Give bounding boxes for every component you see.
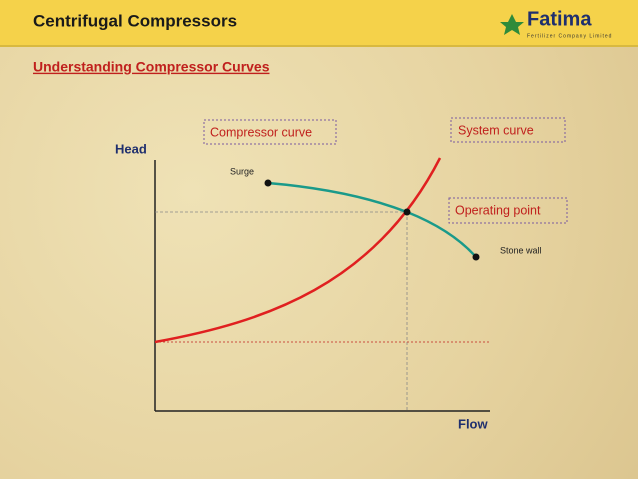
system-curve-label: System curve [458,123,534,137]
logo: Fatima Fertilizer Company Limited [500,8,612,39]
compressor-curve-label: Compressor curve [210,125,312,139]
logo-name: Fatima [527,8,592,30]
header-rule [0,45,638,47]
logo-icon [500,14,524,35]
label-box [448,197,568,224]
stone-wall-point [472,253,480,261]
logo-tagline: Fertilizer Company Limited [527,33,612,39]
operating-point [403,208,411,216]
operating-point-label: Operating point [455,203,541,217]
system-curve [154,157,442,344]
stone-wall-label: Stone wall [500,245,542,255]
y-axis-label: Head [115,141,147,156]
label-box [203,119,337,145]
title: Centrifugal Compressors [33,11,237,30]
subtitle: Understanding Compressor Curves [33,59,270,75]
header-bar [0,0,638,45]
label-box [450,117,566,143]
surge-point [264,179,272,187]
surge-label: Surge [230,166,254,176]
x-axis-label: Flow [458,416,488,431]
compressor-curve [267,181,477,258]
